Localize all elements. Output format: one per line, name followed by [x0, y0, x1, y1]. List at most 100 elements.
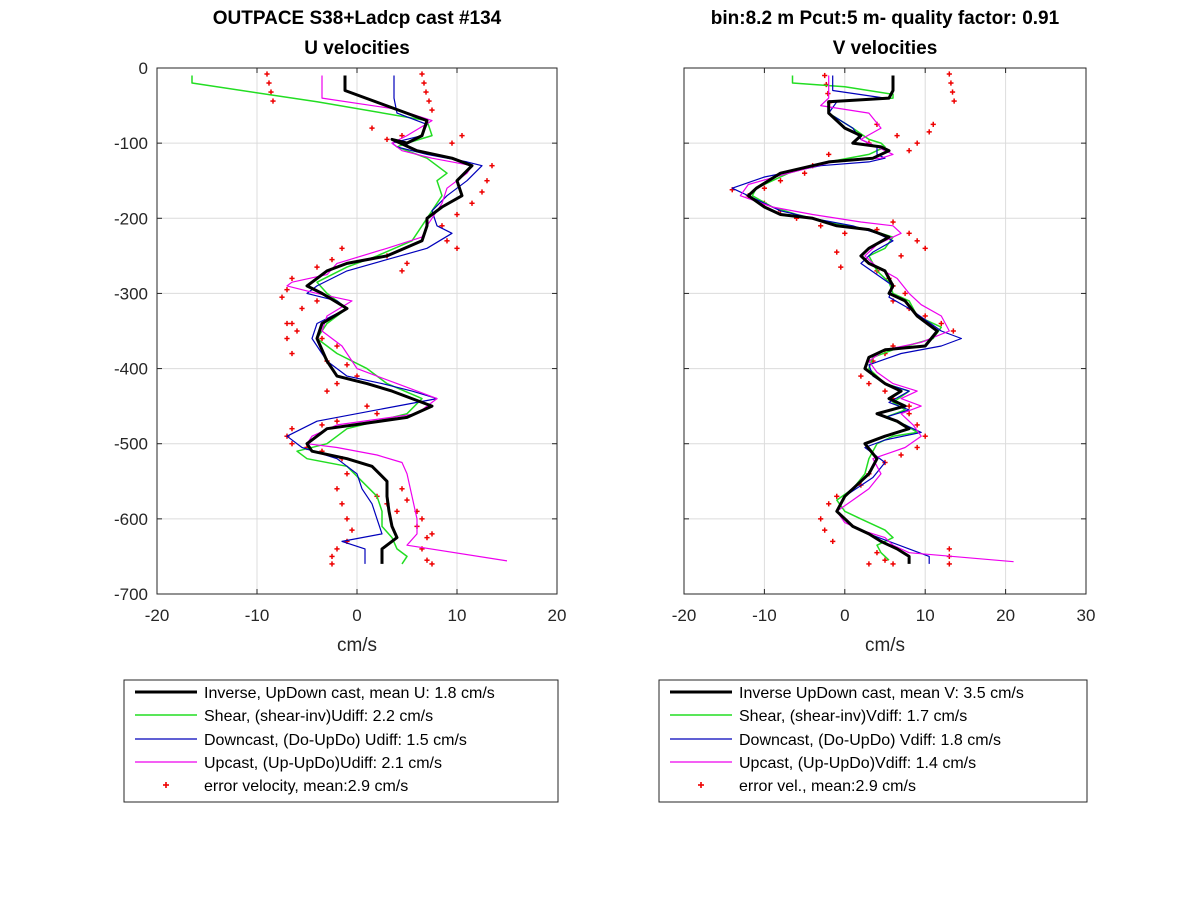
u-error-point: [284, 335, 290, 342]
v-error-point: [858, 373, 864, 379]
v-error-point: [874, 550, 880, 556]
u-error-point: [444, 238, 450, 244]
u-error-point: [426, 98, 432, 104]
u-error-point: [339, 501, 345, 507]
u-legend-label-shear: Shear, (shear-inv)Udiff: 2.2 cm/s: [204, 708, 433, 725]
u-legend-label-error: error velocity, mean:2.9 cm/s: [204, 778, 408, 795]
u-error-point: [329, 561, 335, 567]
v-error-point: [906, 403, 912, 409]
v-error-point: [948, 80, 954, 86]
v-legend-label-error: error vel., mean:2.9 cm/s: [739, 778, 916, 795]
v-error-point: [914, 238, 920, 244]
v-error-point: [818, 223, 824, 229]
u-error-point: [424, 557, 430, 563]
v-xtick-label: 10: [916, 606, 935, 625]
v-xtick-label: 0: [840, 606, 849, 625]
u-error-point: [344, 362, 350, 368]
u-error-point: [429, 531, 435, 537]
v-error-point: [761, 185, 767, 191]
u-error-point: [289, 441, 295, 447]
v-error-point: [818, 516, 824, 522]
u-error-point: [424, 535, 430, 541]
u-error-point: [399, 133, 405, 139]
v-series-upcast: [739, 75, 1014, 563]
v-error-point: [834, 493, 840, 499]
v-tick-labels: -20 -10 0 10 20 30: [672, 67, 1095, 625]
u-error-point: [319, 422, 325, 428]
u-error-point: [334, 486, 340, 492]
u-legend-box: [123, 679, 559, 803]
v-xtick-label: -20: [672, 606, 697, 625]
v-error-point: [914, 140, 920, 146]
v-error-point: [834, 249, 840, 255]
u-error-point: [421, 80, 427, 86]
v-error-point: [838, 264, 844, 270]
v-error-point: [866, 561, 872, 567]
v-legend-label-upcast: Upcast, (Up-UpDo)Vdiff: 1.4 cm/s: [739, 755, 976, 772]
u-velocity-panel: OUTPACE S38+Ladcp cast #134 U velocities…: [114, 8, 566, 803]
v-xtick-label: -10: [752, 606, 777, 625]
v-error-point: [926, 129, 932, 135]
u-error-point: [489, 163, 495, 169]
u-error-point: [429, 561, 435, 567]
u-error-point: [419, 516, 425, 522]
u-error-point: [484, 178, 490, 184]
v-error-point: [898, 452, 904, 458]
v-error-point: [802, 170, 808, 176]
u-error-point: [289, 275, 295, 281]
v-legend-label-shear: Shear, (shear-inv)Vdiff: 1.7 cm/s: [739, 708, 967, 725]
u-error-point: [384, 136, 390, 142]
u-error-point: [314, 264, 320, 270]
u-series-error: [264, 71, 495, 567]
u-series-group: [191, 71, 508, 567]
v-error-point: [914, 422, 920, 428]
u-ytick-label: -600: [114, 510, 148, 529]
u-error-point: [268, 89, 274, 95]
v-xtick-label: 20: [996, 606, 1015, 625]
v-error-point: [922, 245, 928, 251]
u-title-line2: U velocities: [304, 38, 410, 59]
u-error-point: [399, 268, 405, 274]
u-error-point: [334, 343, 340, 349]
u-error-point: [270, 98, 276, 104]
v-error-point: [906, 411, 912, 417]
u-error-point: [324, 388, 330, 394]
u-error-point: [334, 546, 340, 552]
u-error-point: [404, 260, 410, 266]
u-error-point: [284, 287, 290, 293]
v-error-point: [922, 313, 928, 319]
v-error-point: [914, 444, 920, 451]
v-error-point: [930, 121, 936, 127]
u-error-point: [459, 133, 465, 139]
u-error-point: [319, 335, 325, 342]
v-error-point: [946, 71, 952, 77]
u-error-point: [429, 107, 435, 113]
u-error-point: [334, 381, 340, 387]
v-legend-label-downcast: Downcast, (Do-UpDo) Vdiff: 1.8 cm/s: [739, 732, 1001, 749]
u-ytick-label: -500: [114, 435, 148, 454]
u-error-point: [299, 305, 305, 312]
u-xlabel: cm/s: [337, 635, 377, 656]
v-error-point: [822, 527, 828, 533]
v-error-point: [949, 89, 956, 95]
u-error-point: [329, 257, 335, 263]
v-error-point: [898, 253, 904, 259]
v-error-point: [882, 557, 888, 563]
u-xtick-label: -10: [245, 606, 270, 625]
u-error-point: [449, 140, 455, 146]
v-title-line2: V velocities: [833, 38, 938, 59]
v-legend-box: [658, 679, 1088, 803]
v-error-point: [825, 90, 831, 97]
u-ytick-label: -200: [114, 209, 148, 228]
u-ytick-label: -700: [114, 585, 148, 604]
u-xtick-label: -20: [145, 606, 170, 625]
u-error-point: [349, 527, 355, 533]
u-legend-swatch-error: [163, 782, 169, 788]
u-xtick-label: 0: [352, 606, 361, 625]
u-error-point: [344, 471, 350, 477]
v-series-inverse: [746, 75, 939, 564]
u-ytick-label: 0: [139, 59, 148, 78]
u-error-point: [289, 320, 295, 327]
u-error-point: [264, 71, 270, 77]
